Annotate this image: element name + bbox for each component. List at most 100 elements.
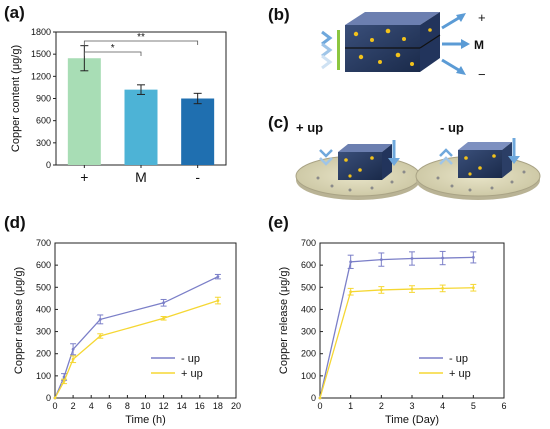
chart-e-series-line [319, 287, 474, 399]
chart-e-legend-label: + up [449, 368, 471, 380]
chart-d-ytick-label: 700 [36, 238, 51, 248]
chart-e-data-point [379, 288, 383, 292]
chart-d-xtick-label: 20 [231, 401, 241, 411]
chart-d-xtick-label: 14 [177, 401, 187, 411]
chart-a-bar [67, 58, 101, 165]
chart-e-xtick-label: 6 [501, 401, 506, 411]
chart-d-xtick-label: 0 [52, 401, 57, 411]
chart-a-copper-content: 0 300 600 900 1200 1500 1800 Copper content (μg… [10, 27, 227, 185]
chart-e-xtick-label: 4 [440, 401, 445, 411]
chart-e-ylabel: Copper release (μg/g) [278, 267, 290, 374]
chart-a-ytick-label: 1500 [31, 49, 51, 59]
chart-a-ytick-label: 900 [36, 94, 51, 104]
chart-d-release-hours: 0 100 200 300 400 500 600 700 0 2 4 6 8 10 12 14 16 18 20 T… [13, 238, 241, 426]
chart-e-data-point [410, 287, 414, 291]
chart-e-ytick-label: 300 [301, 327, 316, 337]
chart-a-ytick-label: 600 [36, 116, 51, 126]
chart-d-data-point [62, 379, 66, 383]
chart-d-xtick-label: 18 [213, 401, 223, 411]
chart-a-significance-mark: ** [137, 32, 145, 43]
chart-e-legend-label: - up [449, 353, 468, 365]
chart-e-release-days: 0 100 200 300 400 500 600 700 0 1 2 3 4 5 6 Time (Day) C… [278, 238, 507, 426]
chart-d-data-point [71, 347, 75, 351]
chart-e-ytick-label: 0 [311, 393, 316, 403]
chart-a-significance-mark: * [111, 43, 115, 54]
chart-d-frame [54, 242, 237, 399]
chart-d-xlabel: Time (h) [125, 414, 166, 426]
chart-d-data-point [216, 275, 220, 279]
chart-d-xtick-label: 16 [195, 401, 205, 411]
chart-a-significance-bracket [83, 51, 142, 56]
chart-a-ytick-label: 1800 [31, 27, 51, 37]
chart-e-xtick-label: 2 [379, 401, 384, 411]
chart-a-significance-bracket [83, 40, 199, 45]
chart-d-xtick-label: 6 [107, 401, 112, 411]
chart-d-xtick-label: 10 [140, 401, 150, 411]
c-minus-up-label: - up [440, 120, 464, 135]
chart-d-ytick-label: 100 [36, 371, 51, 381]
chart-d-ylabel: Copper release (μg/g) [13, 267, 25, 374]
chart-d-data-point [216, 299, 220, 302]
panel-label-a: (a) [4, 3, 25, 22]
chart-e-xtick-label: 3 [409, 401, 414, 411]
b-minus-label: − [478, 67, 486, 82]
chart-a-bar [124, 89, 158, 165]
chart-e-ytick-label: 100 [301, 371, 316, 381]
chart-e-data-point [349, 290, 353, 294]
chart-a-category-label: - [195, 169, 200, 185]
chart-e-ytick-label: 600 [301, 260, 316, 270]
chart-d-xtick-label: 2 [71, 401, 76, 411]
chart-d-data-point [162, 301, 166, 305]
chart-e-xtick-label: 5 [471, 401, 476, 411]
chart-d-legend-label: + up [181, 368, 203, 380]
chart-e-ytick-label: 500 [301, 282, 316, 292]
chart-d-ytick-label: 500 [36, 282, 51, 292]
chart-d-series-line [54, 299, 219, 399]
chart-e-data-point [441, 256, 445, 260]
chart-e-series-line [319, 256, 474, 399]
chart-d-data-point [162, 316, 166, 320]
chart-a-category-label: + [80, 169, 88, 185]
chart-e-data-point [379, 258, 383, 262]
chart-d-data-point [98, 334, 102, 338]
illustration-c-petri-dishes [295, 138, 541, 200]
chart-d-xtick-label: 8 [125, 401, 130, 411]
chart-d-ytick-label: 200 [36, 349, 51, 359]
chart-e-data-point [318, 396, 322, 400]
chart-e-ytick-label: 200 [301, 349, 316, 359]
chart-d-data-point [53, 396, 57, 400]
chart-a-ytick-label: 300 [36, 138, 51, 148]
chart-a-category-label: M [135, 169, 147, 185]
chart-e-data-point [471, 255, 475, 259]
illustration-b-hydrogel-cube [321, 12, 470, 75]
chart-d-xtick-label: 4 [89, 401, 94, 411]
chart-a-ylabel: Copper content (μg/g) [10, 45, 22, 152]
c-plus-up-label: + up [296, 120, 323, 135]
chart-d-data-point [62, 375, 66, 379]
panel-label-c: (c) [268, 113, 289, 132]
chart-e-ytick-label: 700 [301, 238, 316, 248]
chart-d-ytick-label: 0 [46, 393, 51, 403]
chart-e-xtick-label: 0 [317, 401, 322, 411]
panel-label-b: (b) [268, 5, 290, 24]
chart-e-xlabel: Time (Day) [385, 414, 439, 426]
chart-d-data-point [71, 357, 75, 361]
chart-e-data-point [441, 286, 445, 290]
chart-d-ytick-label: 600 [36, 260, 51, 270]
chart-d-data-point [98, 317, 102, 321]
chart-a-ytick-label: 1200 [31, 71, 51, 81]
chart-e-data-point [349, 260, 353, 264]
chart-e-xtick-label: 1 [348, 401, 353, 411]
chart-d-xtick-label: 12 [159, 401, 169, 411]
panel-label-d: (d) [4, 213, 26, 232]
chart-d-ytick-label: 300 [36, 327, 51, 337]
chart-a-ytick-label: 0 [46, 160, 51, 170]
chart-e-frame [319, 242, 505, 399]
panel-label-e: (e) [268, 213, 289, 232]
chart-a-bar [181, 98, 215, 165]
chart-d-legend-label: - up [181, 353, 200, 365]
b-m-label: M [474, 38, 484, 52]
chart-e-ytick-label: 400 [301, 304, 316, 314]
b-plus-label: + [478, 10, 486, 25]
